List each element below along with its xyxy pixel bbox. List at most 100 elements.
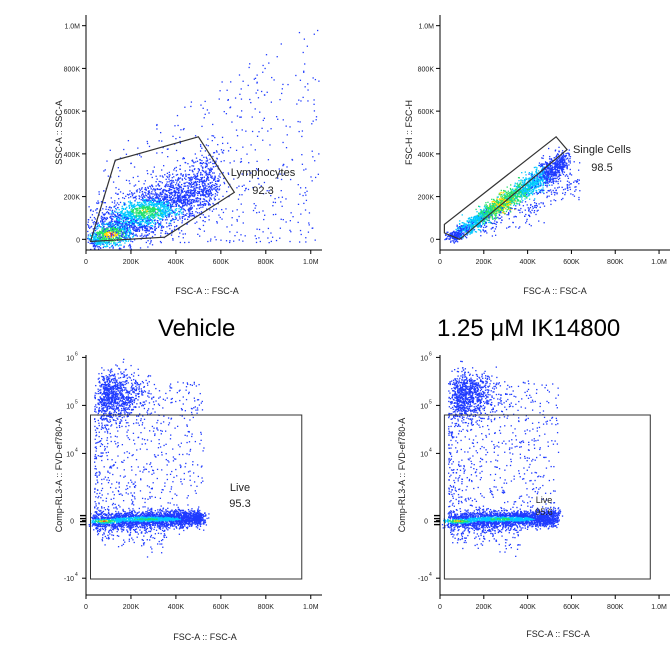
event-dot xyxy=(141,187,143,189)
event-dot xyxy=(170,196,172,199)
event-dot xyxy=(531,171,533,173)
event-dot xyxy=(102,233,104,236)
event-dot xyxy=(264,214,266,216)
event-dot xyxy=(152,205,154,207)
event-dot xyxy=(160,221,162,223)
event-dot xyxy=(180,192,182,195)
event-dot xyxy=(117,213,119,215)
event-dot xyxy=(247,84,249,87)
event-dot xyxy=(311,227,313,229)
event-dot xyxy=(157,207,159,210)
event-dot xyxy=(154,192,157,194)
event-dot xyxy=(148,230,150,232)
event-dot xyxy=(256,135,259,137)
event-dot xyxy=(199,201,202,203)
event-dot xyxy=(149,203,152,206)
event-dot xyxy=(110,234,113,236)
event-dot xyxy=(200,145,202,148)
event-dot xyxy=(157,200,159,202)
event-dot xyxy=(152,219,154,222)
event-dot xyxy=(190,179,193,181)
event-dot xyxy=(111,220,113,223)
event-dot xyxy=(147,214,150,217)
event-dot xyxy=(93,239,95,241)
event-dot xyxy=(96,228,98,230)
event-dot xyxy=(156,128,158,130)
event-dot xyxy=(300,100,302,102)
event-dot xyxy=(528,173,530,175)
event-dot xyxy=(121,212,124,214)
event-dot xyxy=(531,193,534,196)
event-dot xyxy=(167,184,169,186)
event-dot xyxy=(461,214,463,216)
event-dot xyxy=(180,189,183,192)
event-dot xyxy=(145,224,148,227)
event-dot xyxy=(106,236,109,238)
event-dot xyxy=(207,240,209,243)
event-dot xyxy=(191,198,194,201)
event-dot xyxy=(199,159,201,161)
event-dot xyxy=(168,176,171,178)
event-dot xyxy=(131,226,134,228)
event-dot xyxy=(268,241,270,244)
event-dot xyxy=(279,173,281,175)
event-dot xyxy=(123,204,126,206)
y-tick-label: 200K xyxy=(64,195,81,202)
event-dot xyxy=(107,175,109,177)
event-dot xyxy=(118,209,120,211)
event-dot xyxy=(119,232,121,235)
event-dot xyxy=(180,174,182,176)
event-dot xyxy=(110,220,112,222)
event-dot xyxy=(150,184,153,186)
event-dot xyxy=(138,207,140,209)
event-dot xyxy=(468,219,470,221)
event-dot xyxy=(200,165,202,167)
event-dot xyxy=(156,123,158,126)
event-dot xyxy=(123,148,125,151)
event-dot xyxy=(202,166,204,168)
event-dot xyxy=(108,241,110,243)
event-dot xyxy=(268,190,270,192)
event-dot xyxy=(150,188,152,190)
event-dot xyxy=(90,209,92,211)
event-dot xyxy=(174,226,176,228)
event-dot xyxy=(148,218,150,220)
event-dot xyxy=(98,232,100,234)
event-dot xyxy=(98,241,101,243)
event-dot xyxy=(132,220,134,222)
event-dot xyxy=(180,230,183,232)
event-dot xyxy=(214,177,216,179)
event-dot xyxy=(94,236,96,239)
event-dot xyxy=(256,228,258,230)
event-dot xyxy=(291,158,293,161)
event-dot xyxy=(175,166,177,169)
event-dot xyxy=(101,218,103,220)
event-dot xyxy=(189,201,191,203)
event-dot xyxy=(524,181,526,184)
event-dot xyxy=(103,234,105,237)
event-dot xyxy=(106,242,108,244)
event-dot xyxy=(218,185,220,188)
event-dot xyxy=(144,180,147,182)
event-dot xyxy=(150,231,152,233)
event-dot xyxy=(244,235,246,237)
event-dot xyxy=(483,208,485,210)
event-dot xyxy=(119,247,121,249)
event-dot xyxy=(208,162,210,164)
event-dot xyxy=(206,163,208,165)
event-dot xyxy=(200,176,202,179)
event-dot xyxy=(161,212,163,214)
event-dot xyxy=(169,192,171,195)
event-dot xyxy=(102,234,105,236)
event-dot xyxy=(149,207,151,210)
event-dot xyxy=(102,216,104,218)
event-dot xyxy=(141,225,144,227)
event-dot xyxy=(219,216,221,219)
event-dot xyxy=(536,167,538,169)
event-dot xyxy=(138,227,141,229)
event-dot xyxy=(279,237,281,239)
event-dot xyxy=(169,180,171,182)
event-dot xyxy=(239,116,241,118)
event-dot xyxy=(124,226,126,228)
event-dot xyxy=(169,209,172,211)
